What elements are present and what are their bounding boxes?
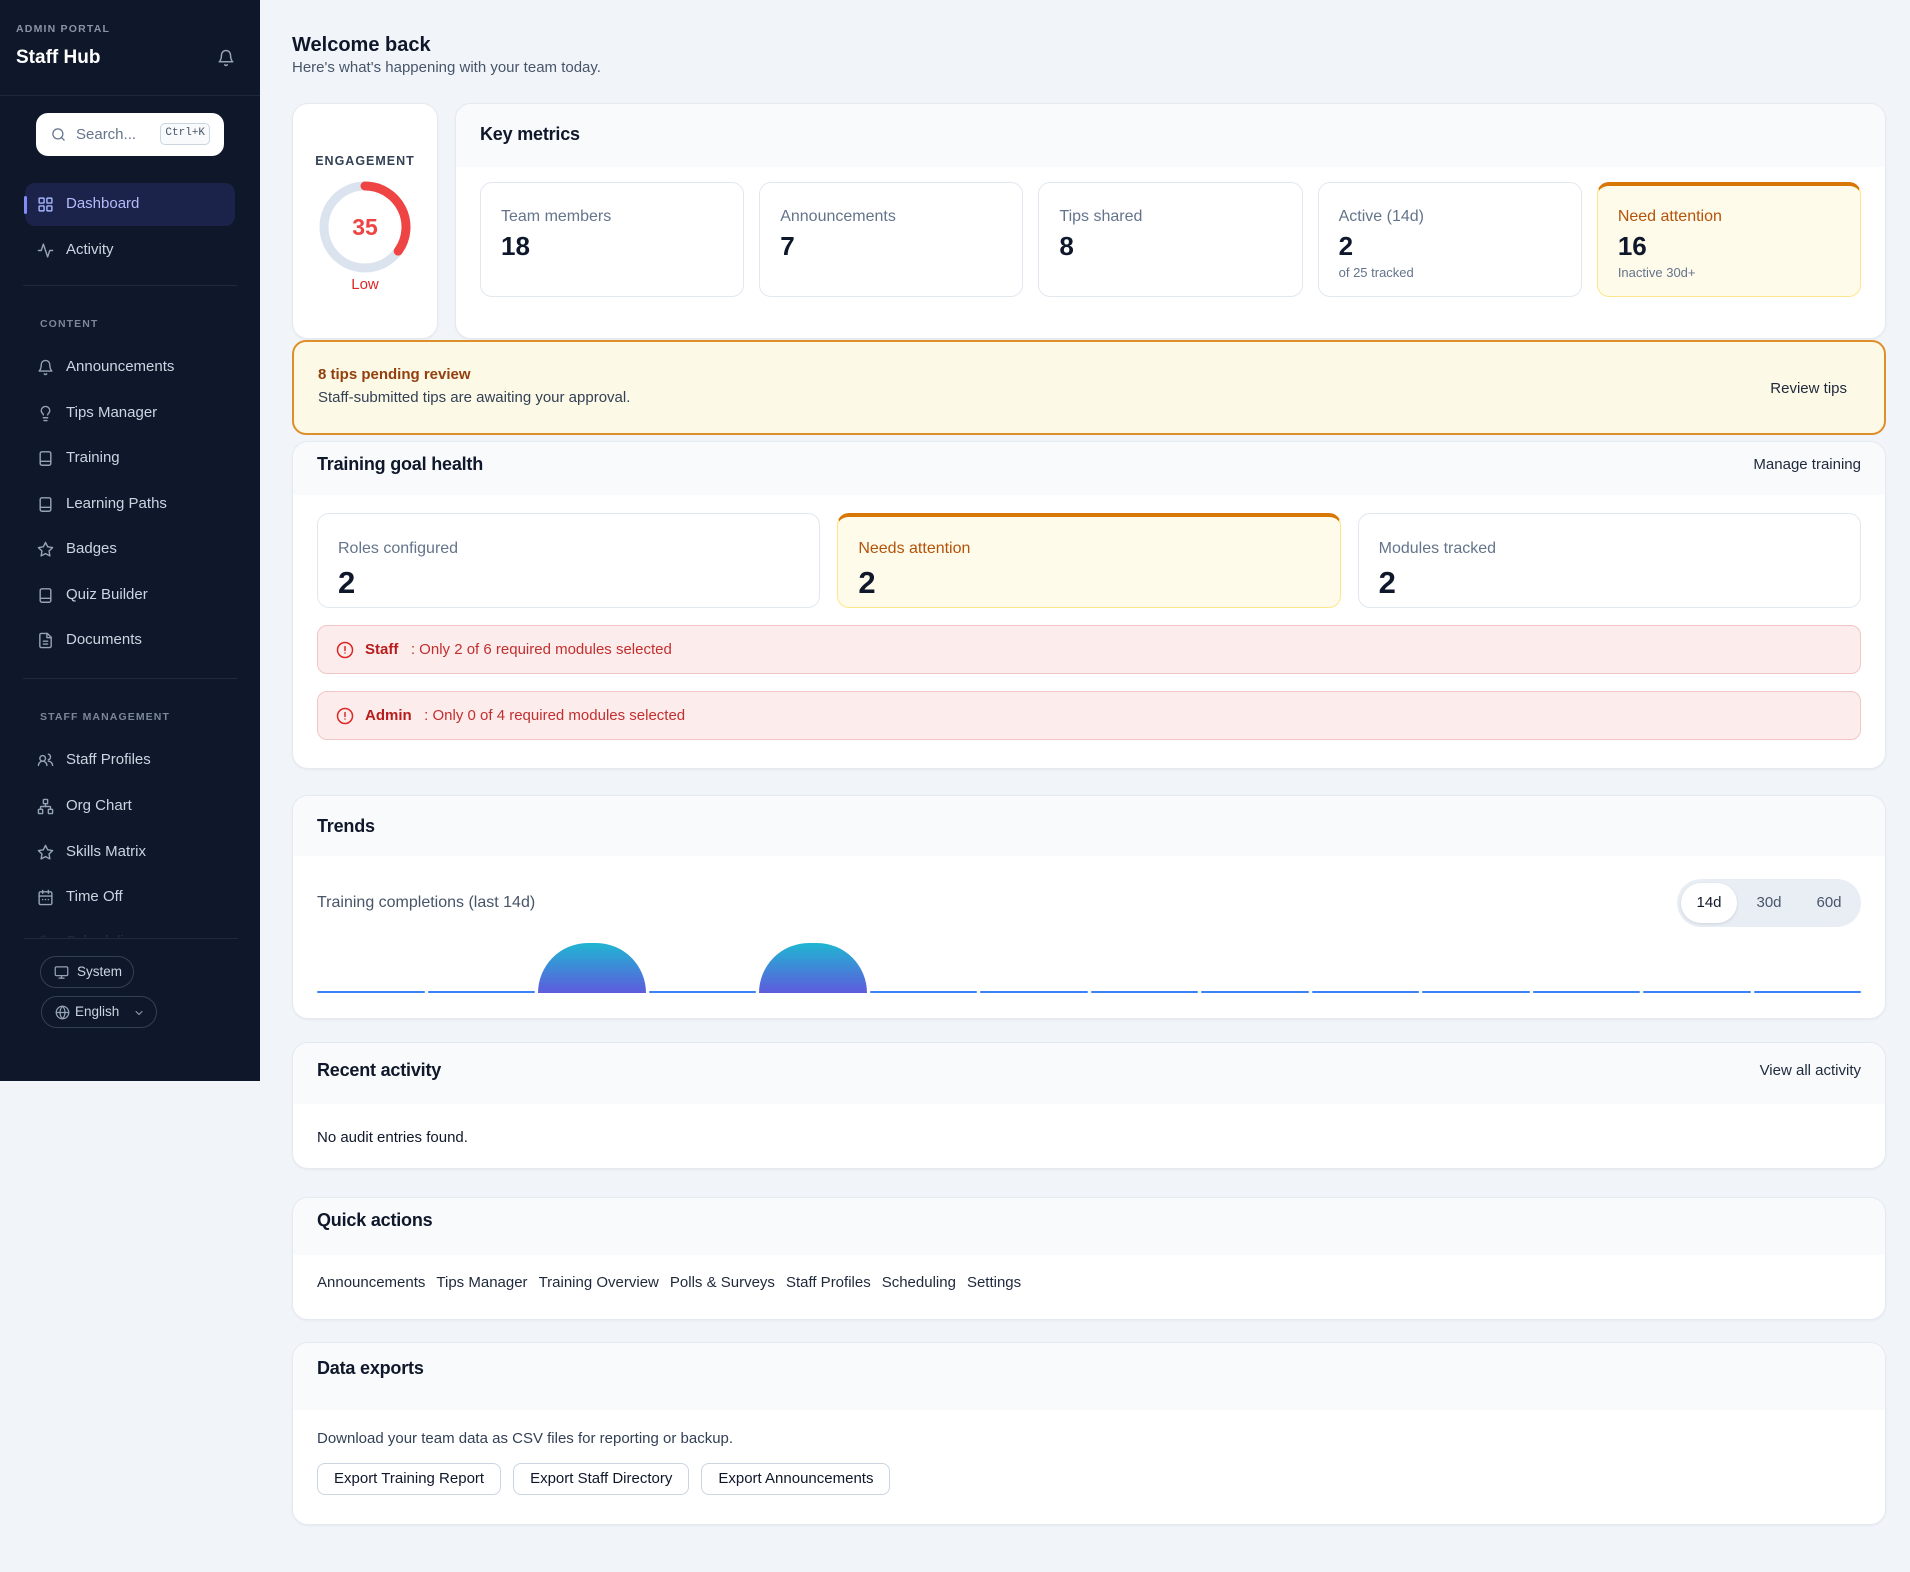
svg-text:35: 35 [352, 214, 378, 240]
